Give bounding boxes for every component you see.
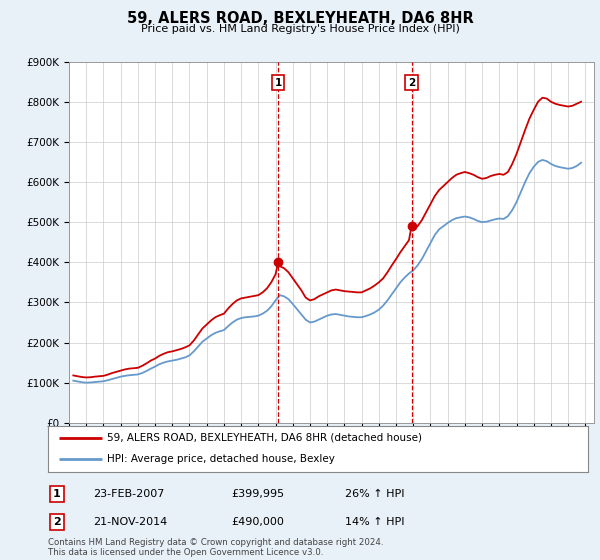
Text: 59, ALERS ROAD, BEXLEYHEATH, DA6 8HR (detached house): 59, ALERS ROAD, BEXLEYHEATH, DA6 8HR (de… xyxy=(107,433,422,443)
Text: 23-FEB-2007: 23-FEB-2007 xyxy=(93,489,164,499)
Text: 14% ↑ HPI: 14% ↑ HPI xyxy=(345,517,404,527)
Text: 1: 1 xyxy=(275,78,282,88)
Text: 2: 2 xyxy=(53,517,61,527)
Text: 2: 2 xyxy=(408,78,415,88)
Text: 21-NOV-2014: 21-NOV-2014 xyxy=(93,517,167,527)
Text: 1: 1 xyxy=(53,489,61,499)
Text: Contains HM Land Registry data © Crown copyright and database right 2024.
This d: Contains HM Land Registry data © Crown c… xyxy=(48,538,383,557)
Text: £490,000: £490,000 xyxy=(231,517,284,527)
Text: Price paid vs. HM Land Registry's House Price Index (HPI): Price paid vs. HM Land Registry's House … xyxy=(140,24,460,34)
Text: HPI: Average price, detached house, Bexley: HPI: Average price, detached house, Bexl… xyxy=(107,454,335,464)
Text: 26% ↑ HPI: 26% ↑ HPI xyxy=(345,489,404,499)
Text: £399,995: £399,995 xyxy=(231,489,284,499)
Text: 59, ALERS ROAD, BEXLEYHEATH, DA6 8HR: 59, ALERS ROAD, BEXLEYHEATH, DA6 8HR xyxy=(127,11,473,26)
